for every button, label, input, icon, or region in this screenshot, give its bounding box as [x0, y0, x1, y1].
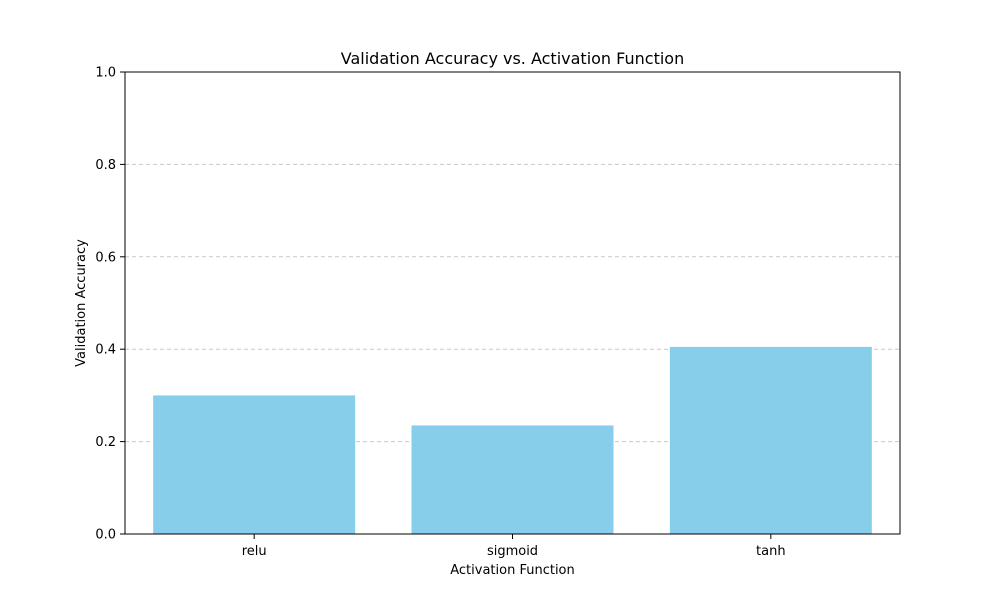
chart-title: Validation Accuracy vs. Activation Funct… [341, 49, 684, 68]
y-tick-label: 0.6 [95, 250, 116, 265]
x-axis-title: Activation Function [450, 563, 575, 578]
bars [153, 346, 872, 534]
x-axis-ticks: relu sigmoid tanh [242, 534, 786, 559]
bar-relu [153, 395, 356, 534]
y-tick-label: 0.2 [95, 435, 116, 450]
y-tick-label: 1.0 [95, 66, 116, 81]
y-tick-label: 0.8 [95, 158, 116, 173]
x-tick-label-tanh: tanh [756, 544, 786, 559]
y-axis-title: Validation Accuracy [74, 239, 89, 367]
y-tick-label: 0.0 [95, 528, 116, 543]
x-tick-label-relu: relu [242, 544, 267, 559]
y-tick-label: 0.4 [95, 343, 116, 358]
bar-tanh [669, 346, 872, 534]
y-axis-ticks: 0.0 0.2 0.4 0.6 0.8 1.0 [95, 66, 125, 543]
x-tick-label-sigmoid: sigmoid [487, 544, 538, 559]
bar-sigmoid [411, 425, 614, 534]
